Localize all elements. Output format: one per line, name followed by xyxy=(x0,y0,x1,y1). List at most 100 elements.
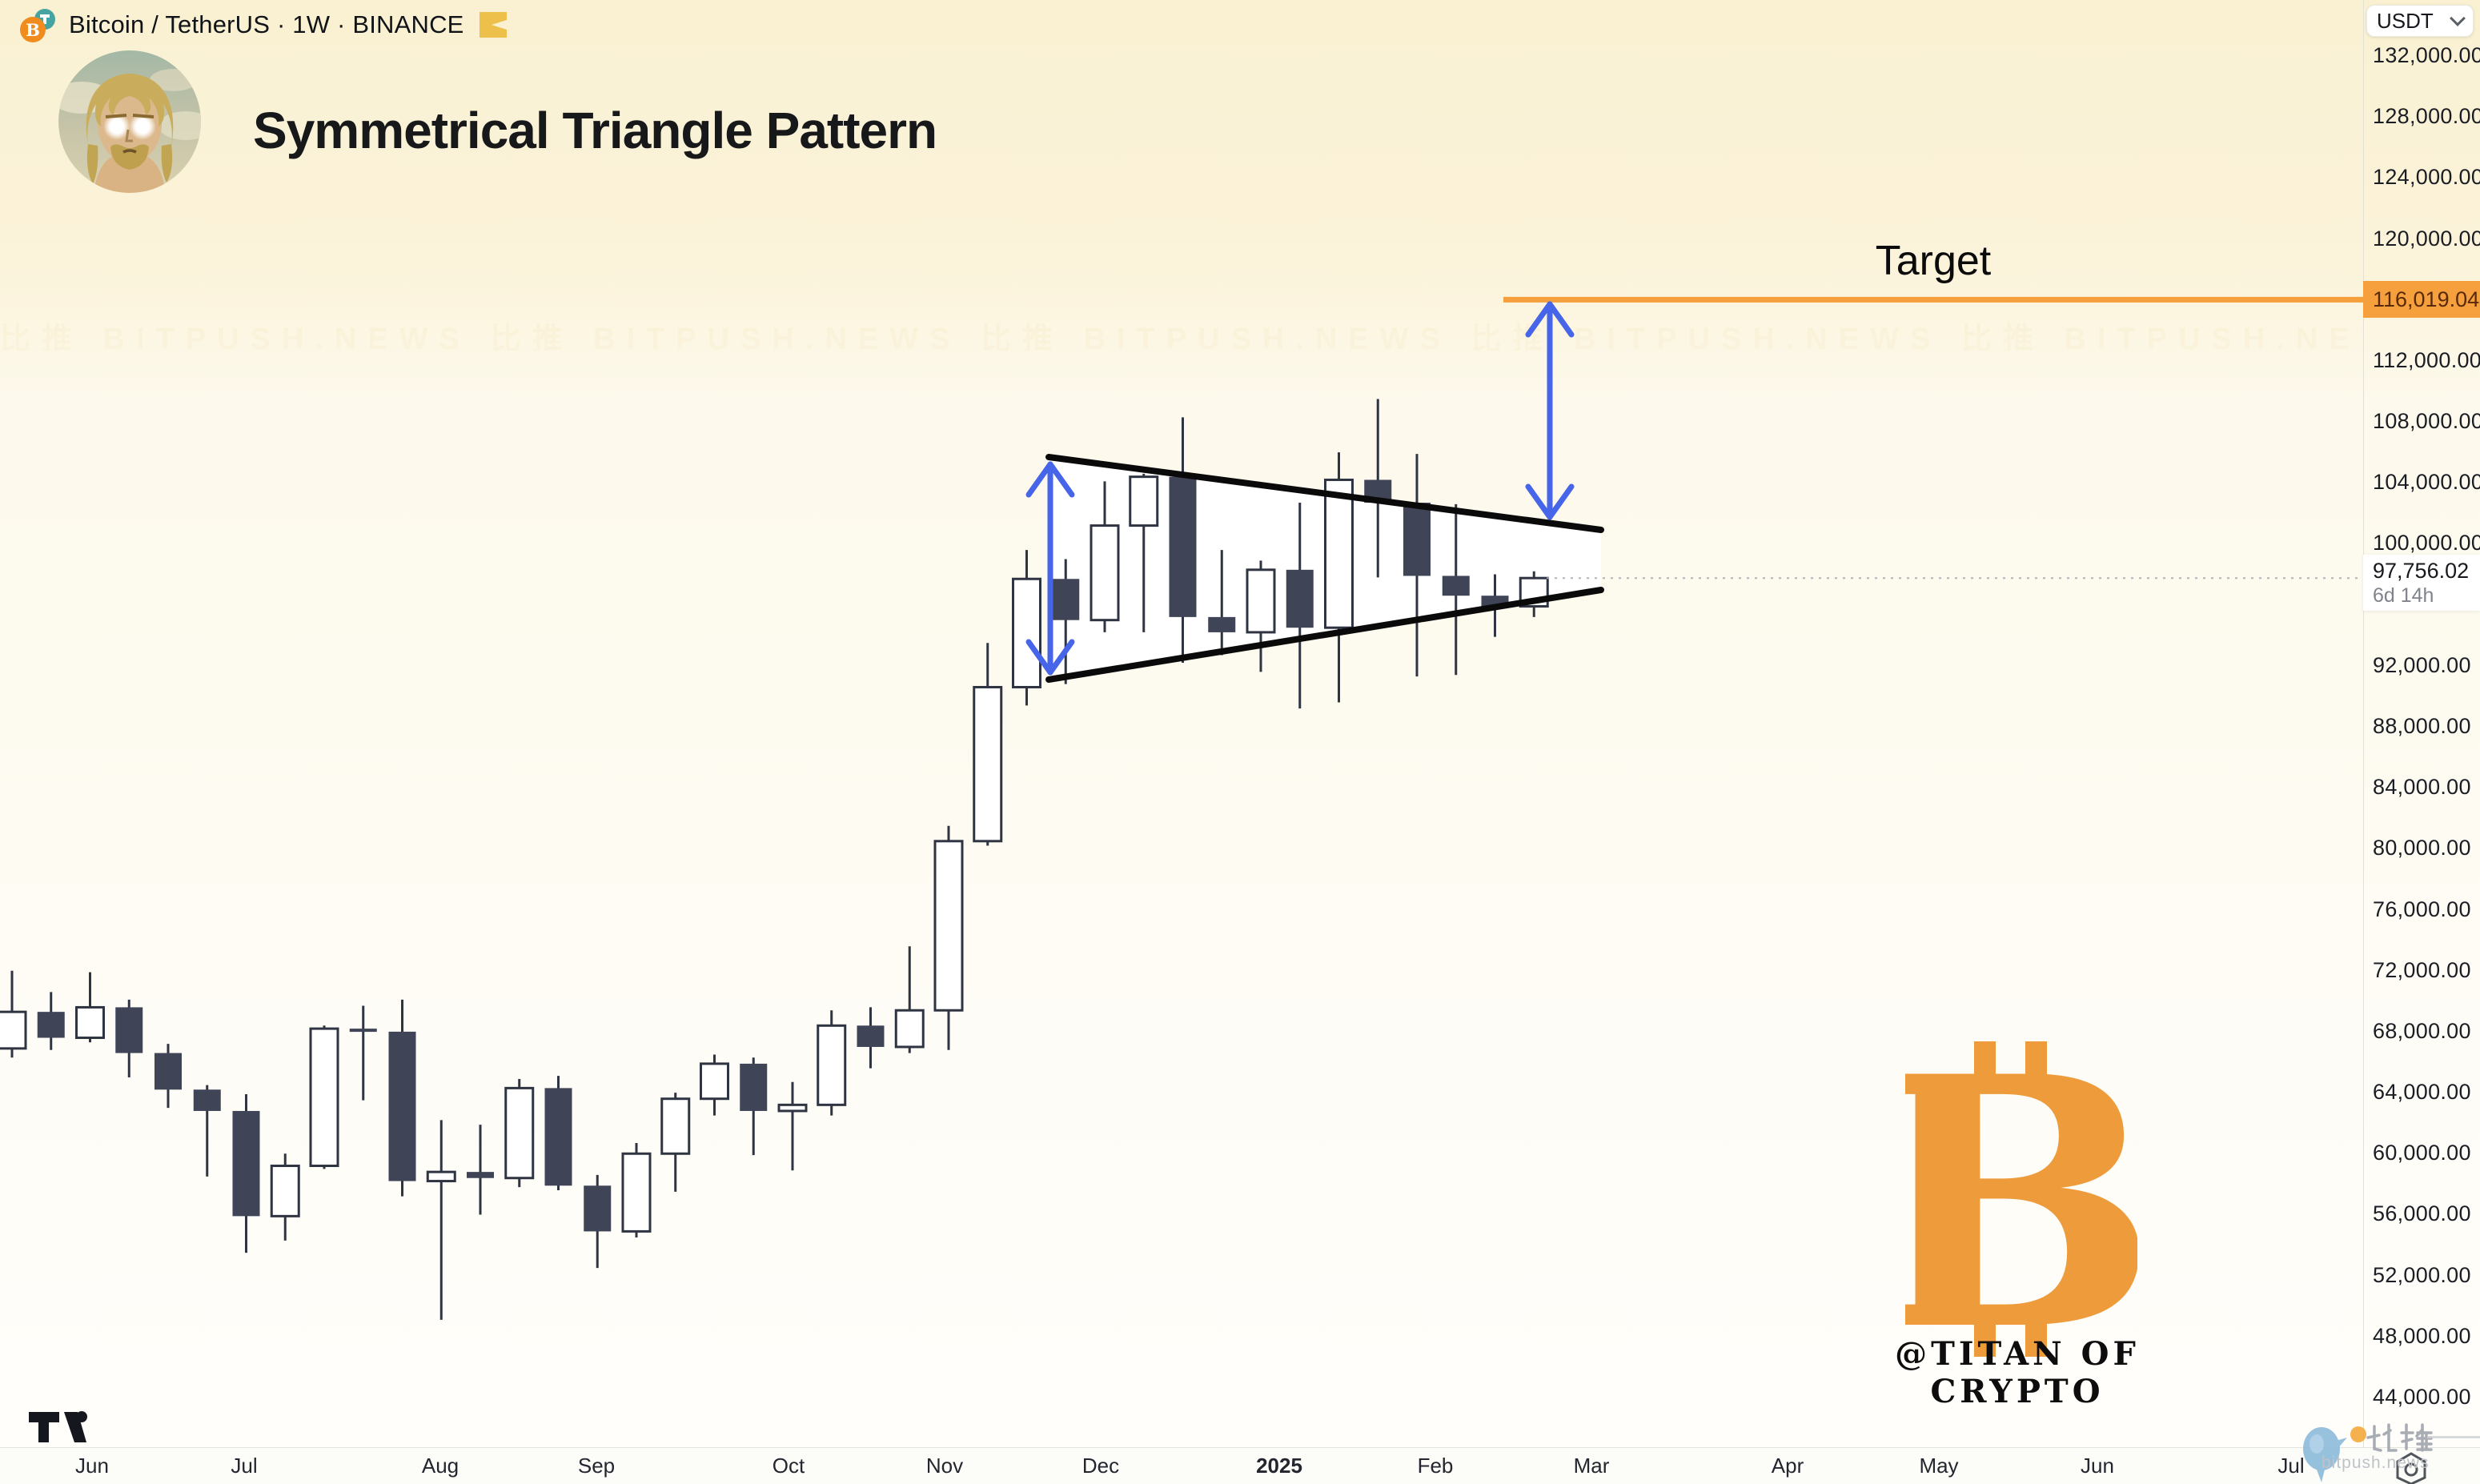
target-price-label[interactable]: 116,019.04 xyxy=(2363,281,2480,319)
price-tick-label: 88,000.00 xyxy=(2373,714,2471,738)
bar-countdown: 6d 14h xyxy=(2373,584,2434,608)
candle-body xyxy=(817,1024,847,1106)
candle-body xyxy=(700,1062,729,1101)
symbol-header: B Bitcoin / TetherUS · 1W · BINANCE xyxy=(11,3,508,46)
time-tick-label: Nov xyxy=(925,1454,964,1478)
price-tick-label: 64,000.00 xyxy=(2373,1080,2471,1105)
candle-body xyxy=(660,1097,691,1155)
currency-dropdown[interactable]: USDT xyxy=(2366,5,2474,37)
candle-body xyxy=(1403,503,1431,576)
time-tick-label: Apr xyxy=(1771,1454,1804,1478)
target-annotation-label[interactable]: Target xyxy=(1875,238,1992,284)
candle-body xyxy=(1129,475,1159,527)
price-tick-label: 56,000.00 xyxy=(2373,1201,2471,1226)
candle-body xyxy=(857,1025,885,1047)
candle-body xyxy=(232,1110,260,1217)
price-tick-label: 76,000.00 xyxy=(2373,896,2471,921)
candle-body xyxy=(193,1089,221,1111)
price-tick-label: 120,000.00 xyxy=(2373,226,2480,251)
candle-body xyxy=(504,1086,535,1180)
pattern-height-arrow-head-bottom xyxy=(1025,639,1075,676)
price-tick-label: 68,000.00 xyxy=(2373,1018,2471,1043)
triangle-lower-trendline[interactable] xyxy=(1045,587,1604,683)
candle-body xyxy=(933,840,964,1012)
time-tick-label: May xyxy=(1919,1454,1959,1478)
price-tick-label: 112,000.00 xyxy=(2373,347,2480,372)
time-tick-label: Dec xyxy=(1081,1454,1120,1478)
avatar[interactable] xyxy=(58,50,202,194)
time-tick-label: Jul xyxy=(2277,1454,2305,1478)
time-tick-label: 2025 xyxy=(1256,1454,1302,1478)
candle-body xyxy=(973,685,1003,843)
time-tick-label: Jun xyxy=(2081,1454,2114,1478)
time-tick-label: Feb xyxy=(1417,1454,1454,1478)
time-tick-label: Jul xyxy=(231,1454,258,1478)
candle-body xyxy=(1286,569,1314,628)
bitcoin-logo-watermark: B xyxy=(1905,1025,2137,1377)
pattern-height-arrow-head-top xyxy=(1025,461,1075,498)
candle-body xyxy=(154,1053,182,1090)
price-tick-label: 100,000.00 xyxy=(2373,531,2480,555)
svg-text:B: B xyxy=(1905,1025,2137,1377)
price-tick-label: 92,000.00 xyxy=(2373,652,2471,677)
price-tick-label: 124,000.00 xyxy=(2373,165,2480,190)
price-tick-label: 104,000.00 xyxy=(2373,470,2480,495)
yellow-flag-icon[interactable] xyxy=(479,10,508,39)
bitpush-cn-logo xyxy=(2366,1423,2433,1452)
candle-body xyxy=(1324,478,1354,629)
ghost-watermark-band: 比推 BITPUSH.NEWS 比推 BITPUSH.NEWS 比推 BITPU… xyxy=(0,323,2362,351)
candle-body xyxy=(1169,476,1197,617)
candle-body xyxy=(777,1103,808,1113)
candle-body xyxy=(1442,576,1470,596)
last-price-label[interactable]: 97,756.02 6d 14h xyxy=(2363,555,2480,612)
candle-body xyxy=(584,1185,612,1232)
page-title: Symmetrical Triangle Pattern xyxy=(253,102,937,159)
price-tick-label: 52,000.00 xyxy=(2373,1262,2471,1287)
price-tick-label: 44,000.00 xyxy=(2373,1385,2471,1409)
candle-body xyxy=(740,1063,768,1111)
candle-body xyxy=(426,1170,456,1183)
candle-body xyxy=(467,1172,494,1178)
candle-body xyxy=(544,1088,572,1186)
candle-body xyxy=(621,1152,652,1233)
tradingview-logo[interactable] xyxy=(24,1406,96,1447)
candle-body xyxy=(0,1010,27,1050)
bitpush-gear-icon xyxy=(2396,1452,2426,1484)
btc-usdt-pair-icon: B xyxy=(20,9,55,42)
chevron-down-icon xyxy=(2450,10,2466,26)
price-tick-label: 60,000.00 xyxy=(2373,1141,2471,1165)
candle-body xyxy=(115,1007,143,1053)
price-axis-border xyxy=(2363,0,2364,1447)
time-axis[interactable]: Jun Jul Aug Sep Oct Nov Dec 2025 Feb Mar Apr May Jun… xyxy=(0,1447,2480,1484)
price-tick-label: 84,000.00 xyxy=(2373,775,2471,800)
price-tick-label: 108,000.00 xyxy=(2373,409,2480,434)
time-tick-label: Mar xyxy=(1573,1454,1610,1478)
price-tick-label: 80,000.00 xyxy=(2373,836,2471,860)
price-axis[interactable]: USDT 132,000.00 128,000.00 124,000.00 120,0… xyxy=(2363,0,2480,1484)
time-tick-label: Aug xyxy=(421,1454,459,1478)
candle-body xyxy=(309,1027,339,1168)
price-tick-label: 128,000.00 xyxy=(2373,104,2480,129)
bitpush-watermark xyxy=(2303,1423,2480,1484)
last-price-value: 97,756.02 xyxy=(2373,559,2470,584)
target-projection-arrow-head-bottom xyxy=(1525,483,1575,520)
candle-body xyxy=(1052,579,1080,620)
currency-label: USDT xyxy=(2377,8,2434,33)
price-tick-label: 72,000.00 xyxy=(2373,957,2471,982)
price-tick-label: 132,000.00 xyxy=(2373,43,2480,67)
price-tick-label: 48,000.00 xyxy=(2373,1323,2471,1348)
svg-text:B: B xyxy=(26,20,40,40)
candle-body xyxy=(1012,577,1041,688)
candle-body xyxy=(388,1031,416,1181)
author-handle: @TITAN OF CRYPTO xyxy=(1895,1335,2140,1410)
bitpush-url: bitpush.news xyxy=(2321,1454,2430,1472)
candle-body xyxy=(1090,524,1120,622)
time-tick-label: Jun xyxy=(75,1454,109,1478)
candle-body xyxy=(894,1009,925,1049)
symbol-title[interactable]: Bitcoin / TetherUS · 1W · BINANCE xyxy=(69,10,464,38)
triangle-upper-trendline[interactable] xyxy=(1045,454,1604,533)
time-tick-label: Sep xyxy=(577,1454,616,1478)
candle-body xyxy=(75,1005,105,1040)
